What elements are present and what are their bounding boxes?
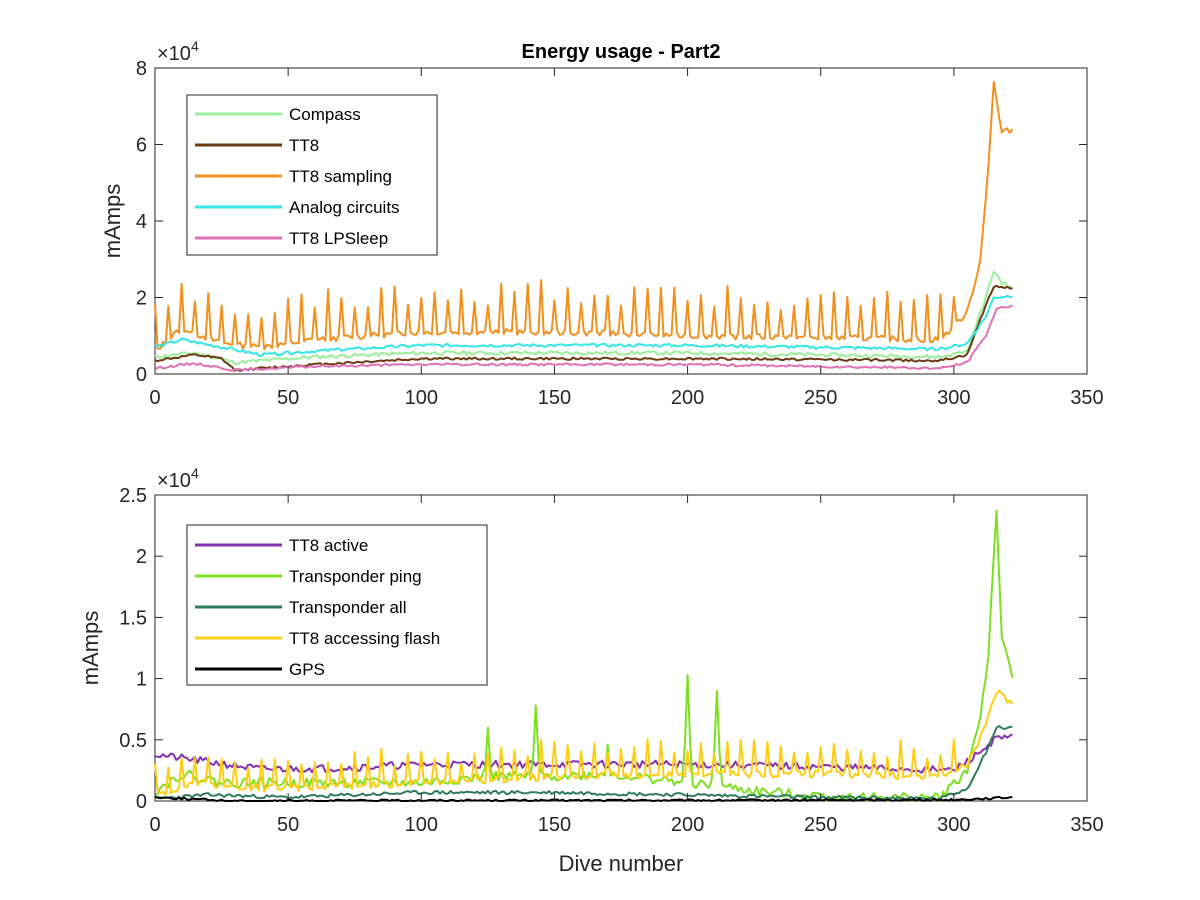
x-tick-label: 0 — [149, 387, 160, 409]
series-line-tt8-accessing-flash — [154, 689, 1014, 796]
x-tick-label: 300 — [937, 814, 970, 836]
legend-label: GPS — [289, 660, 325, 679]
series-line-tt8-active — [154, 733, 1013, 774]
x-tick-label: 300 — [937, 387, 970, 409]
legend-label: TT8 accessing flash — [289, 629, 440, 648]
series-line-compass — [154, 270, 1013, 366]
legend-label: Compass — [289, 105, 361, 124]
x-tick-label: 200 — [671, 387, 704, 409]
x-tick-label: 100 — [405, 814, 438, 836]
y-axis-label: mAmps — [78, 611, 103, 686]
x-tick-label: 50 — [277, 814, 299, 836]
x-tick-label: 0 — [149, 814, 160, 836]
energy-part2-bottom-chart: 0 50 100 150 200 250 300 350 0 0.5 1 1.5 2 2.5 ×104 mAm… — [78, 465, 1104, 876]
x-axis-label: Dive number — [559, 851, 684, 876]
y-tick-label: 8 — [136, 58, 147, 80]
x-tick-label: 200 — [671, 814, 704, 836]
x-tick-label: 50 — [277, 387, 299, 409]
legend-label: Analog circuits — [289, 198, 400, 217]
y-exponent-label: ×104 — [157, 38, 199, 65]
x-tick-label: 350 — [1070, 387, 1103, 409]
y-tick-label: 6 — [136, 135, 147, 157]
y-tick-label: 4 — [136, 211, 147, 233]
y-exponent-label: ×104 — [157, 465, 199, 492]
y-tick-label: 1.5 — [119, 607, 147, 629]
chart-title: Energy usage - Part2 — [522, 41, 721, 63]
legend-box — [186, 524, 488, 686]
legend-label: Transponder all — [289, 598, 407, 617]
legend-label: TT8 sampling — [289, 167, 392, 186]
legend-label: TT8 — [289, 136, 319, 155]
y-tick-label: 0.5 — [119, 730, 147, 752]
legend: TT8 active Transponder ping Transponder al… — [186, 524, 488, 686]
series-lines — [154, 80, 1014, 372]
series-line-gps — [154, 795, 1013, 802]
y-axis-label: mAmps — [100, 184, 125, 259]
x-tick-label: 150 — [538, 387, 571, 409]
series-line-analog-circuits — [154, 294, 1013, 357]
y-tick-label: 2.5 — [119, 485, 147, 507]
y-tick-label: 0 — [136, 791, 147, 813]
legend-box — [186, 94, 438, 256]
legend-label: TT8 active — [289, 536, 368, 555]
y-tick-label: 2 — [136, 288, 147, 310]
legend-label: TT8 LPSleep — [289, 229, 388, 248]
y-tick-label: 2 — [136, 546, 147, 568]
legend: Compass TT8 TT8 sampling Analog circuits TT8… — [186, 94, 438, 256]
x-tick-label: 100 — [405, 387, 438, 409]
x-tick-label: 250 — [804, 387, 837, 409]
y-tick-label: 0 — [136, 364, 147, 386]
energy-part2-top-chart: 0 50 100 150 200 250 300 350 0 2 4 6 8 ×104 mAmps Energ… — [100, 38, 1104, 409]
y-tick-label: 1 — [136, 669, 147, 691]
series-line-tt8-sampling — [154, 80, 1014, 351]
x-tick-label: 350 — [1070, 814, 1103, 836]
x-tick-label: 150 — [538, 814, 571, 836]
x-tick-label: 250 — [804, 814, 837, 836]
legend-label: Transponder ping — [289, 567, 422, 586]
series-line-tt8-lpsleep — [154, 304, 1013, 372]
series-lines — [154, 509, 1014, 802]
